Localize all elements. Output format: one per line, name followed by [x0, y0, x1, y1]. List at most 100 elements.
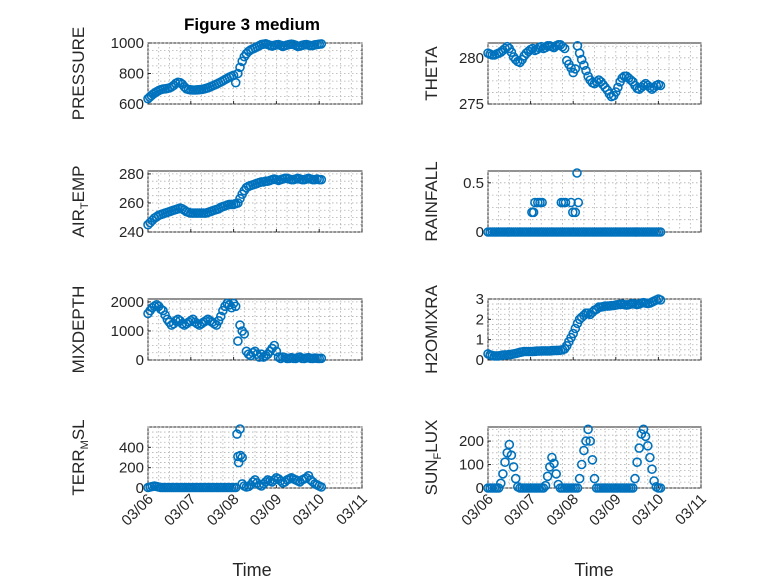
series-markers	[483, 168, 666, 237]
data-point	[568, 328, 579, 339]
y-axis-label-6: TERRMSL	[69, 419, 91, 495]
y-tick-label: 240	[119, 224, 144, 241]
data-point	[237, 56, 247, 67]
data-point	[235, 450, 246, 461]
x-tick-label: 03/09	[586, 491, 625, 530]
data-point	[549, 458, 559, 469]
data-point	[498, 469, 508, 479]
y-tick-label: 600	[119, 96, 144, 113]
data-point	[647, 464, 657, 475]
data-point	[630, 473, 640, 484]
data-point	[570, 207, 581, 218]
data-point	[237, 479, 247, 489]
y-tick-label: 275	[459, 96, 484, 113]
data-point	[655, 483, 666, 493]
data-point	[574, 48, 585, 59]
data-point	[583, 424, 593, 435]
data-point	[260, 477, 271, 487]
x-axis-label-right: Time	[574, 560, 613, 580]
series-markers	[483, 39, 666, 102]
panel-mixdepth: 0 1000 2000 MIXDEPTH	[69, 286, 363, 373]
plot-area	[487, 42, 702, 105]
series-markers	[483, 424, 666, 493]
data-point	[232, 429, 242, 439]
y-tick-label: 100	[459, 457, 484, 474]
data-point	[547, 452, 557, 463]
data-point	[587, 454, 598, 465]
y-tick-label: 280	[459, 50, 484, 67]
data-point	[581, 436, 591, 446]
series-markers	[143, 38, 327, 104]
data-point	[585, 436, 596, 446]
y-tick-label: 0	[136, 352, 144, 369]
x-tick-label: 03/10	[289, 491, 328, 530]
data-point	[235, 424, 245, 434]
y-tick-label: 0	[476, 224, 484, 241]
y-tick-label: 800	[119, 66, 144, 83]
data-point	[589, 473, 600, 484]
y-tick-label: 0.5	[463, 175, 484, 192]
data-point	[649, 476, 659, 486]
figure-title: Figure 3 medium	[184, 15, 320, 34]
data-point	[537, 197, 547, 208]
series-markers	[143, 173, 327, 230]
panel-air-temp: 240 260 280 AIRTEMP	[69, 166, 363, 241]
y-tick-label: 0	[136, 480, 144, 497]
data-point	[239, 329, 250, 339]
x-axis-label-left: Time	[232, 560, 271, 580]
series-markers	[483, 294, 666, 361]
y-tick-label: 2	[476, 311, 484, 328]
y-axis-label-3: RAINFALL	[422, 161, 441, 241]
y-tick-label: 260	[119, 195, 144, 212]
y-axis-label-0: PRESSURE	[69, 27, 88, 121]
data-point	[528, 207, 539, 218]
data-point	[600, 82, 610, 93]
data-point	[316, 482, 327, 492]
y-axis-label-1: THETA	[422, 46, 441, 101]
data-point	[495, 478, 506, 489]
y-tick-label: 0	[476, 480, 484, 497]
data-point	[216, 311, 226, 322]
data-point	[655, 227, 666, 237]
y-tick-label: 1000	[111, 35, 144, 52]
data-point	[576, 459, 587, 470]
series-markers	[143, 298, 327, 364]
data-point	[269, 475, 280, 485]
y-tick-label: 280	[119, 166, 144, 183]
y-axis-label-7: SUNFLUX	[422, 420, 444, 496]
data-point	[230, 301, 241, 312]
data-point	[576, 54, 587, 65]
data-point	[638, 80, 649, 91]
data-point	[645, 82, 655, 93]
plot-area	[147, 42, 363, 105]
data-point	[579, 445, 589, 456]
y-tick-label: 1	[476, 332, 484, 349]
data-point	[655, 295, 666, 305]
data-point	[572, 483, 583, 493]
data-point	[570, 323, 581, 334]
x-tick-label: 03/11	[672, 491, 710, 529]
data-point	[201, 315, 211, 326]
data-point	[642, 440, 653, 451]
y-axis-label-2: AIRTEMP	[69, 166, 91, 238]
data-point	[570, 64, 581, 74]
y-tick-label: 200	[119, 460, 144, 477]
data-point	[613, 82, 623, 93]
data-point	[540, 480, 551, 491]
data-point	[579, 60, 589, 70]
plot-area	[487, 426, 702, 489]
data-point	[530, 197, 540, 208]
data-point	[610, 87, 621, 97]
data-point	[235, 320, 245, 330]
panel-pressure: 600 800 1000 PRESSURE	[69, 27, 363, 121]
data-point	[634, 443, 645, 453]
data-point	[560, 197, 571, 208]
data-point	[574, 473, 585, 484]
data-point	[316, 353, 327, 364]
data-point	[271, 346, 282, 357]
x-tick-label: 03/09	[247, 491, 286, 530]
data-point	[316, 174, 327, 185]
